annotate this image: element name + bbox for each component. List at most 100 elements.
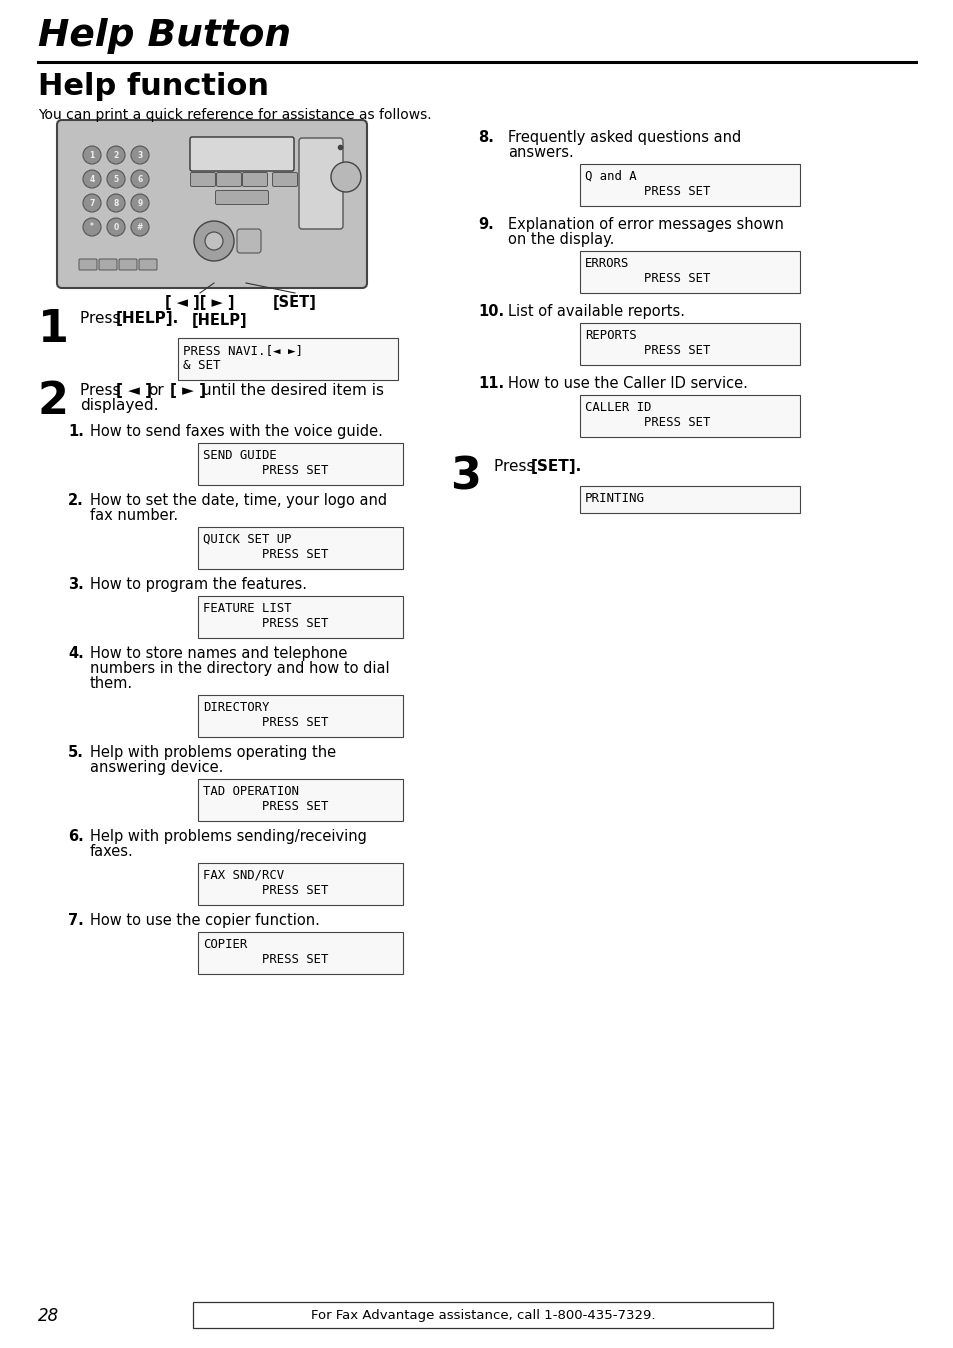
Text: numbers in the directory and how to dial: numbers in the directory and how to dial xyxy=(90,661,389,675)
Text: REPORTS: REPORTS xyxy=(584,329,636,342)
FancyBboxPatch shape xyxy=(139,259,157,270)
FancyBboxPatch shape xyxy=(273,173,297,186)
Text: 8: 8 xyxy=(113,198,118,208)
Text: List of available reports.: List of available reports. xyxy=(507,305,684,319)
Text: them.: them. xyxy=(90,675,133,692)
FancyBboxPatch shape xyxy=(242,173,267,186)
Text: 2.: 2. xyxy=(68,493,84,508)
Text: Help Button: Help Button xyxy=(38,18,291,54)
Circle shape xyxy=(107,170,125,187)
Text: Explanation of error messages shown: Explanation of error messages shown xyxy=(507,217,783,232)
Text: & SET: & SET xyxy=(183,359,220,372)
FancyBboxPatch shape xyxy=(79,259,97,270)
FancyBboxPatch shape xyxy=(178,338,397,380)
FancyBboxPatch shape xyxy=(198,779,402,821)
Text: How to set the date, time, your logo and: How to set the date, time, your logo and xyxy=(90,493,387,508)
Text: [SET]: [SET] xyxy=(273,295,316,310)
Text: [ ◄ ][ ► ]: [ ◄ ][ ► ] xyxy=(165,295,234,310)
Text: 8.: 8. xyxy=(477,129,494,146)
Text: How to program the features.: How to program the features. xyxy=(90,577,307,592)
Text: PRESS SET: PRESS SET xyxy=(584,417,710,429)
FancyBboxPatch shape xyxy=(193,1302,772,1328)
FancyBboxPatch shape xyxy=(579,395,800,437)
Text: [SET].: [SET]. xyxy=(531,460,581,474)
FancyBboxPatch shape xyxy=(579,487,800,514)
Text: DIRECTORY: DIRECTORY xyxy=(203,701,269,714)
Circle shape xyxy=(131,194,149,212)
Text: CALLER ID: CALLER ID xyxy=(584,400,651,414)
Text: *: * xyxy=(90,222,93,232)
FancyBboxPatch shape xyxy=(198,443,402,485)
Circle shape xyxy=(193,221,233,262)
Text: 9: 9 xyxy=(137,198,143,208)
Circle shape xyxy=(83,218,101,236)
Text: 6: 6 xyxy=(137,174,143,183)
Text: 4: 4 xyxy=(90,174,94,183)
Circle shape xyxy=(205,232,223,249)
Text: on the display.: on the display. xyxy=(507,232,614,247)
Circle shape xyxy=(107,146,125,164)
Text: How to use the Caller ID service.: How to use the Caller ID service. xyxy=(507,376,747,391)
Text: QUICK SET UP: QUICK SET UP xyxy=(203,532,292,546)
Text: PRESS SET: PRESS SET xyxy=(203,884,328,896)
Text: 2: 2 xyxy=(113,151,118,159)
Circle shape xyxy=(83,170,101,187)
Text: PRESS SET: PRESS SET xyxy=(584,185,710,198)
Text: ERRORS: ERRORS xyxy=(584,257,629,270)
FancyBboxPatch shape xyxy=(579,251,800,293)
Text: [ ◄ ]: [ ◄ ] xyxy=(116,383,152,398)
Text: 4.: 4. xyxy=(68,646,84,661)
Text: FEATURE LIST: FEATURE LIST xyxy=(203,603,292,615)
FancyBboxPatch shape xyxy=(198,931,402,975)
Text: [HELP].: [HELP]. xyxy=(116,311,179,326)
Circle shape xyxy=(331,162,360,191)
Text: Help function: Help function xyxy=(38,71,269,101)
Text: 1: 1 xyxy=(90,151,94,159)
Text: PRESS SET: PRESS SET xyxy=(203,464,328,477)
Text: PRINTING: PRINTING xyxy=(584,492,644,506)
FancyBboxPatch shape xyxy=(298,137,343,229)
Text: Help with problems sending/receiving: Help with problems sending/receiving xyxy=(90,829,367,844)
Text: 5: 5 xyxy=(113,174,118,183)
Text: answers.: answers. xyxy=(507,146,573,160)
Text: or: or xyxy=(148,383,164,398)
Circle shape xyxy=(131,170,149,187)
FancyBboxPatch shape xyxy=(215,190,268,205)
Text: How to use the copier function.: How to use the copier function. xyxy=(90,913,319,927)
Text: You can print a quick reference for assistance as follows.: You can print a quick reference for assi… xyxy=(38,108,431,123)
Text: 28: 28 xyxy=(38,1308,59,1325)
Circle shape xyxy=(131,146,149,164)
FancyBboxPatch shape xyxy=(198,596,402,638)
Text: PRESS SET: PRESS SET xyxy=(203,953,328,967)
Text: 6.: 6. xyxy=(68,829,84,844)
Text: #: # xyxy=(136,222,143,232)
FancyBboxPatch shape xyxy=(191,173,215,186)
Text: [ ► ]: [ ► ] xyxy=(170,383,206,398)
Text: TAD OPERATION: TAD OPERATION xyxy=(203,785,298,798)
Text: 11.: 11. xyxy=(477,376,503,391)
Text: Press: Press xyxy=(80,311,125,326)
Text: Press: Press xyxy=(80,383,125,398)
Text: PRESS SET: PRESS SET xyxy=(584,272,710,284)
Circle shape xyxy=(107,218,125,236)
Text: COPIER: COPIER xyxy=(203,938,247,950)
Text: PRESS SET: PRESS SET xyxy=(203,799,328,813)
FancyBboxPatch shape xyxy=(236,229,261,253)
Text: 9.: 9. xyxy=(477,217,494,232)
Circle shape xyxy=(131,218,149,236)
Text: Press: Press xyxy=(494,460,538,474)
Text: displayed.: displayed. xyxy=(80,398,158,412)
Text: 3.: 3. xyxy=(68,577,84,592)
Text: PRESS SET: PRESS SET xyxy=(203,549,328,561)
Text: 5.: 5. xyxy=(68,745,84,760)
Text: PRESS NAVI.[◄ ►]: PRESS NAVI.[◄ ►] xyxy=(183,344,303,357)
Text: PRESS SET: PRESS SET xyxy=(584,344,710,357)
Text: 7.: 7. xyxy=(68,913,84,927)
Text: FAX SND/RCV: FAX SND/RCV xyxy=(203,869,284,882)
Text: PRESS SET: PRESS SET xyxy=(203,716,328,729)
Text: Help with problems operating the: Help with problems operating the xyxy=(90,745,335,760)
Text: For Fax Advantage assistance, call 1-800-435-7329.: For Fax Advantage assistance, call 1-800… xyxy=(311,1309,655,1321)
FancyBboxPatch shape xyxy=(99,259,117,270)
Circle shape xyxy=(83,146,101,164)
Text: How to store names and telephone: How to store names and telephone xyxy=(90,646,347,661)
